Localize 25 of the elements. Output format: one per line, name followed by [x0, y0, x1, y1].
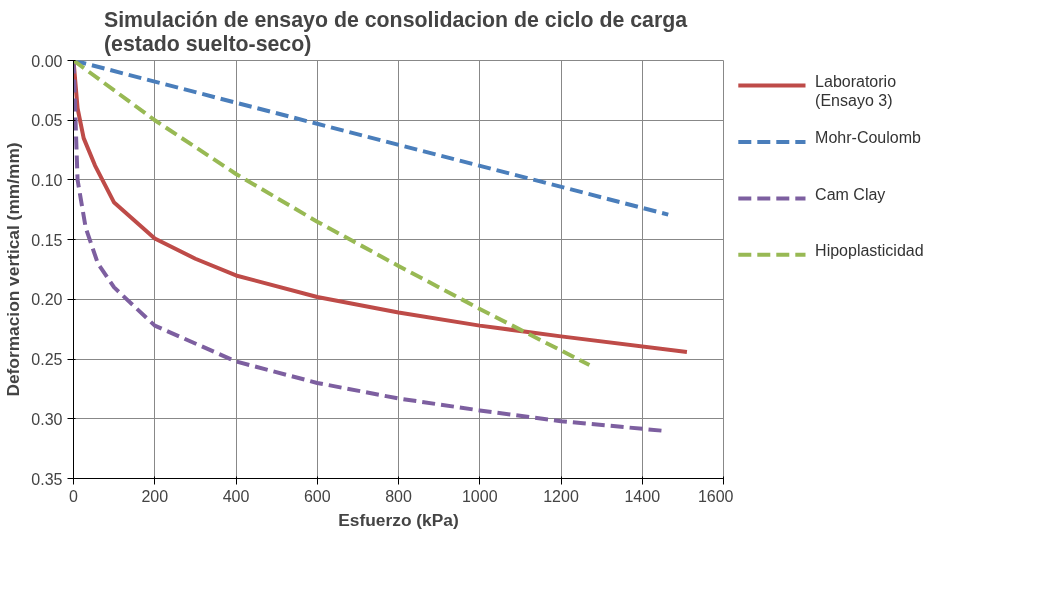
legend-label: Mohr-Coulomb: [815, 129, 922, 147]
line-series: [73, 60, 592, 368]
y-tick-label: 0.05: [31, 112, 63, 130]
legend-label: Cam Clay: [815, 185, 886, 203]
y-tick-label: 0.00: [31, 52, 63, 70]
legend-label: Laboratorio (Ensayo 3): [815, 73, 897, 109]
y-axis-title: Deformacion vertical (mm/mm): [3, 142, 24, 397]
y-tick-label: 0.30: [31, 410, 63, 428]
x-tick-label: 1400: [624, 487, 661, 505]
x-tick-label: 0: [69, 487, 79, 505]
chart-title: Simulación de ensayo de consolidacion de ciclo de carga (estado suelto-seco): [103, 7, 688, 56]
x-axis-title: Esfuerzo (kPa): [338, 509, 459, 530]
y-tick-label: 0.25: [31, 351, 63, 369]
legend-label: Hipoplasticidad: [815, 242, 924, 260]
y-tick-label: 0.10: [31, 171, 63, 189]
x-tick-label: 1000: [461, 487, 498, 505]
x-tick-label: 400: [222, 487, 250, 505]
x-tick-label: 600: [303, 487, 331, 505]
x-tick-label: 1200: [543, 487, 579, 505]
y-tick-label: 0.15: [31, 231, 63, 249]
y-tick-label: 0.20: [31, 291, 63, 309]
x-tick-label: 800: [385, 487, 412, 505]
y-tick-label: 0.35: [31, 470, 63, 488]
x-tick-label: 200: [141, 487, 169, 505]
x-tick-label: 1600: [697, 487, 734, 505]
